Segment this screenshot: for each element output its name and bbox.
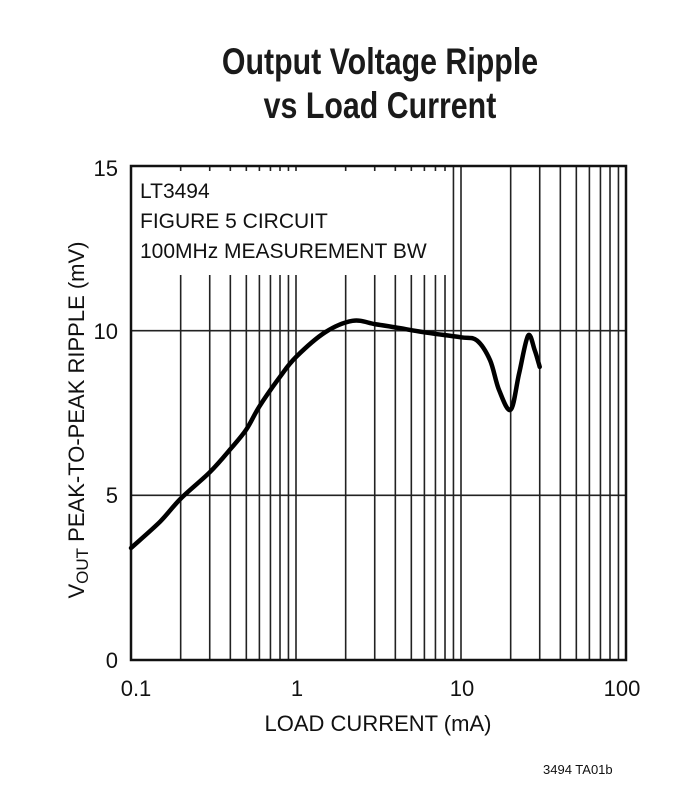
annotation-line1: LT3494 [140,180,210,203]
x-tick-10: 10 [450,676,474,701]
annotation-line2: FIGURE 5 CIRCUIT [140,210,328,233]
annotation-box [134,171,446,275]
x-tick-0.1: 0.1 [121,676,152,701]
y-axis-label: VOUT PEAK-TO-PEAK RIPPLE (mV) [64,241,92,598]
y-tick-15: 15 [94,156,118,181]
y-tick-5: 5 [106,483,118,508]
x-axis-label: LOAD CURRENT (mA) [265,711,492,736]
plot-frame [129,164,628,662]
y-label-subscript: OUT [73,548,92,584]
x-tick-1: 1 [291,676,303,701]
chart-title-line1: Output Voltage Ripple [221,41,539,82]
x-tick-100: 100 [604,676,641,701]
y-label-prefix: V [64,584,89,599]
y-tick-0: 0 [106,648,118,673]
annotation-line3: 100MHz MEASUREMENT BW [140,240,427,263]
y-tick-10: 10 [94,319,118,344]
y-label-rest: PEAK-TO-PEAK RIPPLE (mV) [64,241,89,547]
x-axis-ticks: 0.1 1 10 100 [121,676,641,701]
figure-id: 3494 TA01b [543,762,613,777]
ripple-curve [128,318,542,551]
chart-title-line2: vs Load Current [263,85,497,126]
y-axis-ticks: 0 5 10 15 [94,156,118,673]
